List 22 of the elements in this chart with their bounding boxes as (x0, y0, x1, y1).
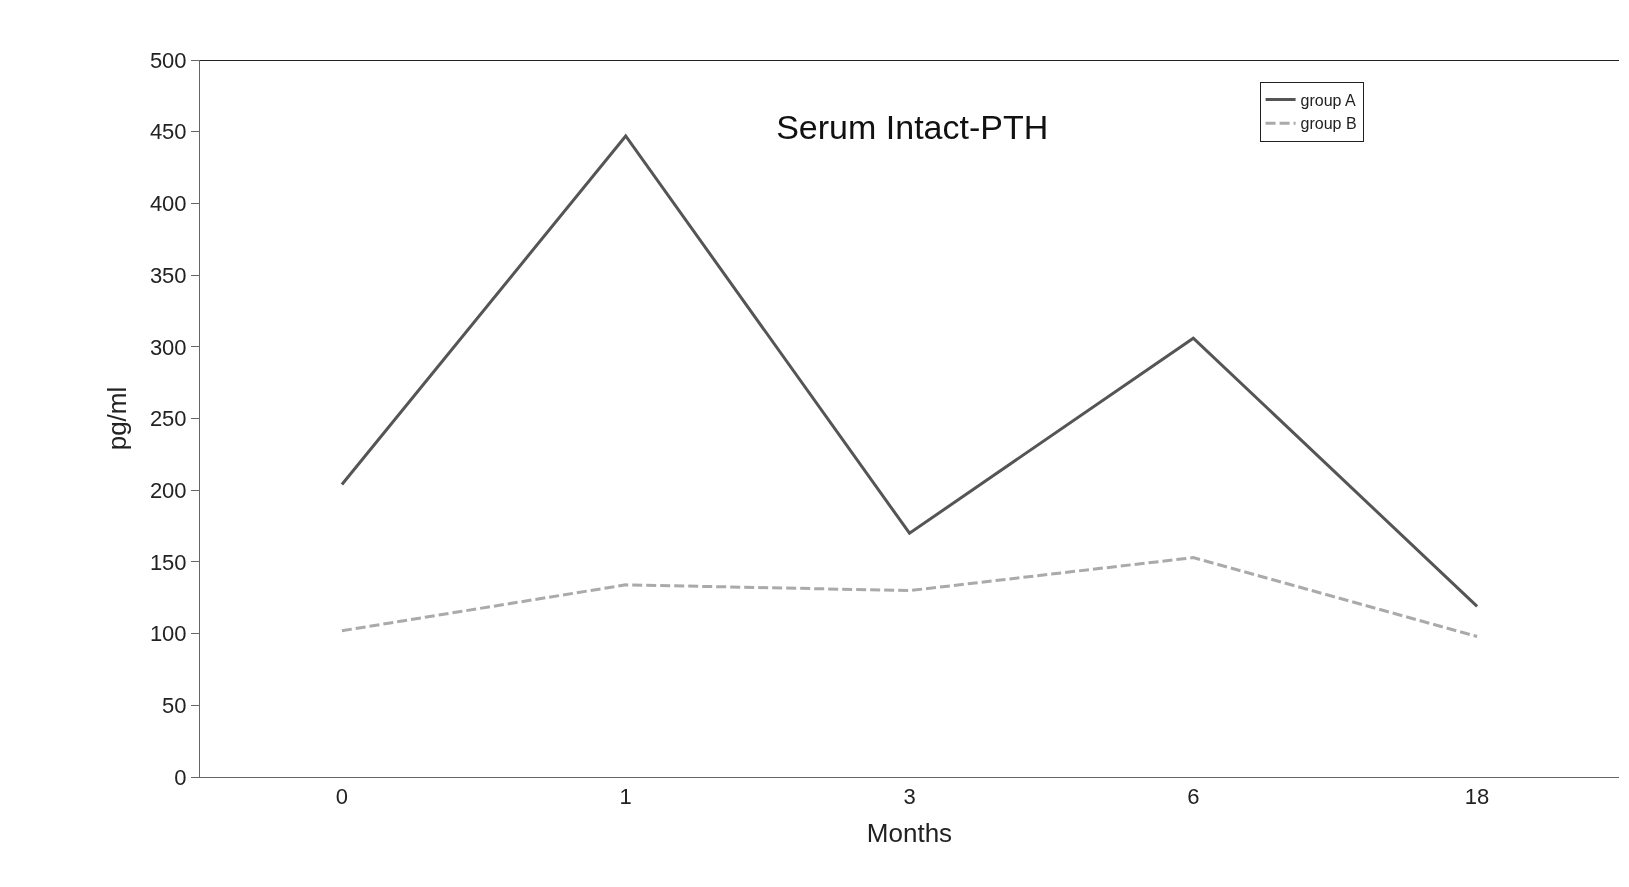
text: Serum Intact-PTH (776, 108, 1049, 147)
x-tick-label: 3 (903, 784, 916, 810)
line-series (340, 556, 1479, 638)
x-tick-label: 1 (619, 784, 632, 810)
y-tick-label: 0 (174, 764, 187, 790)
y-tick-label: 200 (149, 477, 187, 503)
x-tick-label: 6 (1187, 784, 1200, 810)
y-tick-label: 350 (149, 262, 187, 288)
y-tick-label: 50 (162, 693, 187, 718)
y-tick-label: 400 (149, 191, 187, 217)
y-tick-label: 100 (149, 621, 187, 647)
x-tick-label: 0 (335, 784, 349, 810)
legend-label: group A (1300, 91, 1357, 109)
x-tick-label: 18 (1464, 784, 1490, 810)
y-tick-label: 500 (149, 47, 187, 73)
y-tick-label: 300 (149, 334, 187, 360)
y-axis-title: pg/ml (102, 386, 133, 451)
x-axis-title: Months (866, 818, 953, 849)
legend-label: group B (1300, 115, 1357, 133)
y-tick-label: 150 (149, 549, 187, 575)
y-tick-label: 450 (149, 119, 187, 145)
y-tick-label: 250 (149, 406, 187, 432)
